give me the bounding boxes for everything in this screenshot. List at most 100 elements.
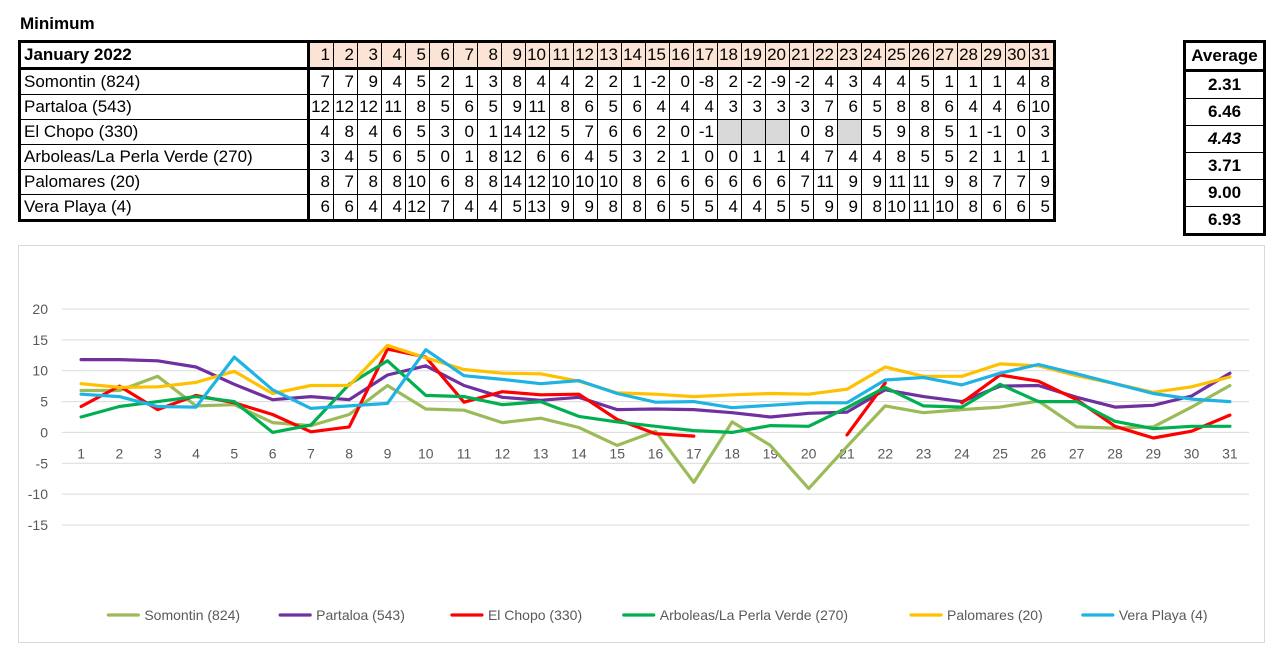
value-cell: 8 <box>405 94 430 120</box>
value-cell: 7 <box>789 169 814 195</box>
x-tick-label: 7 <box>307 445 315 461</box>
x-tick-label: 15 <box>609 445 625 461</box>
value-cell: 8 <box>308 169 334 195</box>
day-header-cell: 28 <box>957 41 982 70</box>
average-value: 6.46 <box>1184 98 1265 126</box>
value-cell: 8 <box>333 119 358 145</box>
value-cell: 5 <box>549 119 574 145</box>
value-cell: 8 <box>477 169 502 195</box>
average-value: 4.43 <box>1184 125 1265 153</box>
value-cell: 2 <box>717 68 742 95</box>
value-cell: 3 <box>621 144 646 170</box>
day-header-cell: 5 <box>405 41 430 70</box>
value-cell: 4 <box>957 94 982 120</box>
table-row: Palomares (20) 8 7 8 8 10 6 8 8 14 12 10 10 10 8 6 6 6 6 6 6… <box>19 169 1055 195</box>
minimum-temperature-table: January 2022 1 2 3 4 5 6 7 8 9 10 11 12 13 14 15 16 17 18 1… <box>18 40 1056 222</box>
value-cell <box>717 119 742 145</box>
value-cell: 7 <box>333 169 358 195</box>
value-cell: 6 <box>381 144 406 170</box>
day-header-cell: 10 <box>525 41 550 70</box>
value-cell: 6 <box>549 144 574 170</box>
average-row: 3.71 <box>1184 152 1265 180</box>
value-cell: 12 <box>501 144 526 170</box>
value-cell: 1 <box>957 68 982 95</box>
value-cell: 1 <box>741 144 766 170</box>
y-tick-label: 20 <box>32 301 48 317</box>
value-cell: 1 <box>453 68 478 95</box>
y-tick-label: -5 <box>36 455 49 471</box>
value-cell: 6 <box>453 94 478 120</box>
value-cell: 8 <box>885 144 910 170</box>
value-cell: 8 <box>909 119 934 145</box>
day-header-cell: 29 <box>981 41 1006 70</box>
value-cell: -2 <box>645 68 670 95</box>
value-cell: 5 <box>909 144 934 170</box>
average-table: Average 2.31 6.46 4.43 3.71 9.00 6.93 <box>1183 40 1266 236</box>
value-cell: 8 <box>957 194 982 221</box>
value-cell: 0 <box>669 119 694 145</box>
value-cell: 10 <box>573 169 598 195</box>
value-cell: 4 <box>333 144 358 170</box>
value-cell: 0 <box>1005 119 1030 145</box>
value-cell: 8 <box>1029 68 1055 95</box>
value-cell: 4 <box>477 194 502 221</box>
value-cell: 8 <box>357 169 382 195</box>
x-tick-label: 12 <box>495 445 511 461</box>
value-cell: 0 <box>717 144 742 170</box>
value-cell: 6 <box>1005 94 1030 120</box>
value-cell: 8 <box>885 94 910 120</box>
value-cell: 8 <box>549 94 574 120</box>
x-tick-label: 25 <box>992 445 1008 461</box>
x-tick-label: 1 <box>77 445 85 461</box>
day-header-cell: 4 <box>381 41 406 70</box>
average-row: 6.93 <box>1184 206 1265 235</box>
station-name: Vera Playa (4) <box>19 194 310 221</box>
value-cell: 8 <box>957 169 982 195</box>
average-row: 6.46 <box>1184 98 1265 126</box>
value-cell: 10 <box>1029 94 1055 120</box>
value-cell: 6 <box>308 194 334 221</box>
day-header-cell: 25 <box>885 41 910 70</box>
value-cell: 5 <box>933 144 958 170</box>
value-cell: 6 <box>645 169 670 195</box>
value-cell: 8 <box>381 169 406 195</box>
table-row: Partaloa (543) 12 12 12 11 8 5 6 5 9 11 8 6 5 6 4 4 4 3 3 3 3… <box>19 94 1055 120</box>
value-cell: 1 <box>957 119 982 145</box>
x-tick-label: 3 <box>154 445 162 461</box>
value-cell: -2 <box>789 68 814 95</box>
value-cell: 8 <box>621 194 646 221</box>
day-header-cell: 23 <box>837 41 862 70</box>
average-header: Average <box>1184 41 1265 72</box>
value-cell: -1 <box>693 119 718 145</box>
value-cell: 6 <box>741 169 766 195</box>
value-cell: 5 <box>861 119 886 145</box>
value-cell: 6 <box>525 144 550 170</box>
value-cell: 5 <box>597 94 622 120</box>
value-cell: 5 <box>693 194 718 221</box>
value-cell: 8 <box>453 169 478 195</box>
value-cell: 6 <box>933 94 958 120</box>
value-cell: 6 <box>717 169 742 195</box>
average-value: 2.31 <box>1184 70 1265 99</box>
value-cell <box>741 119 766 145</box>
average-header-row: Average <box>1184 41 1265 72</box>
value-cell: 6 <box>573 94 598 120</box>
value-cell: 6 <box>597 119 622 145</box>
value-cell: 6 <box>333 194 358 221</box>
value-cell: 8 <box>909 94 934 120</box>
value-cell: 5 <box>477 94 502 120</box>
value-cell: 3 <box>789 94 814 120</box>
value-cell: 9 <box>813 194 838 221</box>
value-cell: -9 <box>765 68 790 95</box>
value-cell: 6 <box>1005 194 1030 221</box>
value-cell: 12 <box>405 194 430 221</box>
x-tick-label: 13 <box>533 445 549 461</box>
x-tick-label: 9 <box>384 445 392 461</box>
value-cell: 2 <box>645 144 670 170</box>
value-cell: 2 <box>645 119 670 145</box>
x-tick-label: 31 <box>1222 445 1238 461</box>
value-cell: 3 <box>837 68 862 95</box>
value-cell: 6 <box>669 169 694 195</box>
x-tick-label: 5 <box>230 445 238 461</box>
